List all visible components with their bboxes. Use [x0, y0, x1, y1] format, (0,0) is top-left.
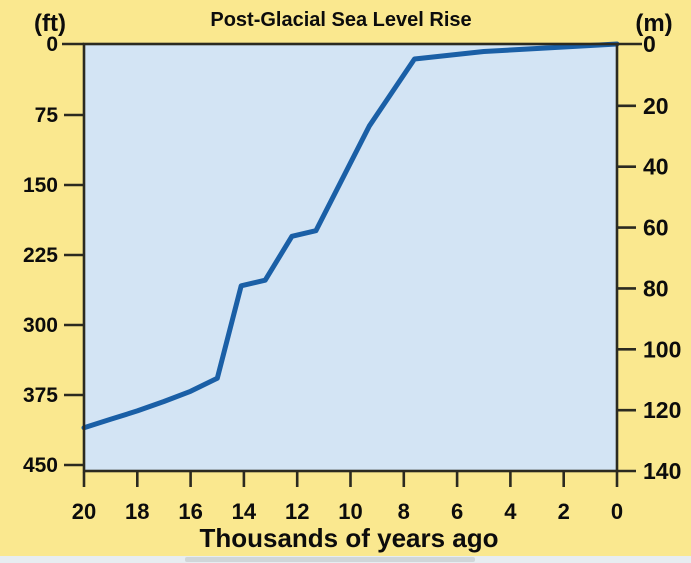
x-axis-tick-label: 6 — [451, 499, 463, 524]
left-axis-tick-label: 225 — [23, 244, 58, 267]
right-axis-unit-label: (m) — [635, 10, 672, 37]
x-axis-title: Thousands of years ago — [199, 523, 498, 553]
x-axis-tick-label: 12 — [285, 499, 309, 524]
plot-border — [82, 42, 619, 473]
left-axis-tick-label: 0 — [46, 33, 58, 56]
x-axis-tick-label: 14 — [232, 499, 257, 524]
x-axis-tick-label: 10 — [338, 499, 362, 524]
plot-area — [84, 44, 617, 471]
sea-level-curve — [81, 41, 620, 431]
left-axis-tick-label: 375 — [23, 384, 58, 407]
x-axis-tick-label: 20 — [72, 499, 96, 524]
bottom-strip — [0, 556, 691, 563]
x-axis-tick-label: 2 — [558, 499, 570, 524]
x-axis-tick-label: 16 — [178, 499, 202, 524]
left-axis-tick-label: 300 — [23, 314, 58, 337]
bottom-strip-smudge — [185, 557, 475, 562]
right-axis-tick-label: 120 — [643, 397, 681, 423]
x-axis-tick-label: 4 — [504, 499, 517, 524]
left-axis-tick-label: 150 — [23, 174, 58, 197]
right-axis-tick-label: 80 — [643, 275, 669, 301]
right-axis-tick-label: 20 — [643, 93, 669, 119]
right-axis-tick-label: 140 — [643, 458, 681, 484]
x-axis-tick-label: 0 — [611, 499, 623, 524]
x-axis-tick-label: 8 — [398, 499, 410, 524]
left-axis-unit-label: (ft) — [34, 10, 66, 37]
left-axis-tick-label: 75 — [35, 104, 59, 127]
right-axis-tick-label: 60 — [643, 215, 669, 241]
right-axis-tick-label: 100 — [643, 336, 681, 362]
x-axis-tick-label: 18 — [125, 499, 149, 524]
chart-title: Post-Glacial Sea Level Rise — [210, 9, 471, 31]
left-axis-tick-label: 450 — [23, 454, 58, 477]
right-axis-tick-label: 40 — [643, 154, 669, 180]
right-axis-tick-label: 0 — [643, 31, 656, 57]
